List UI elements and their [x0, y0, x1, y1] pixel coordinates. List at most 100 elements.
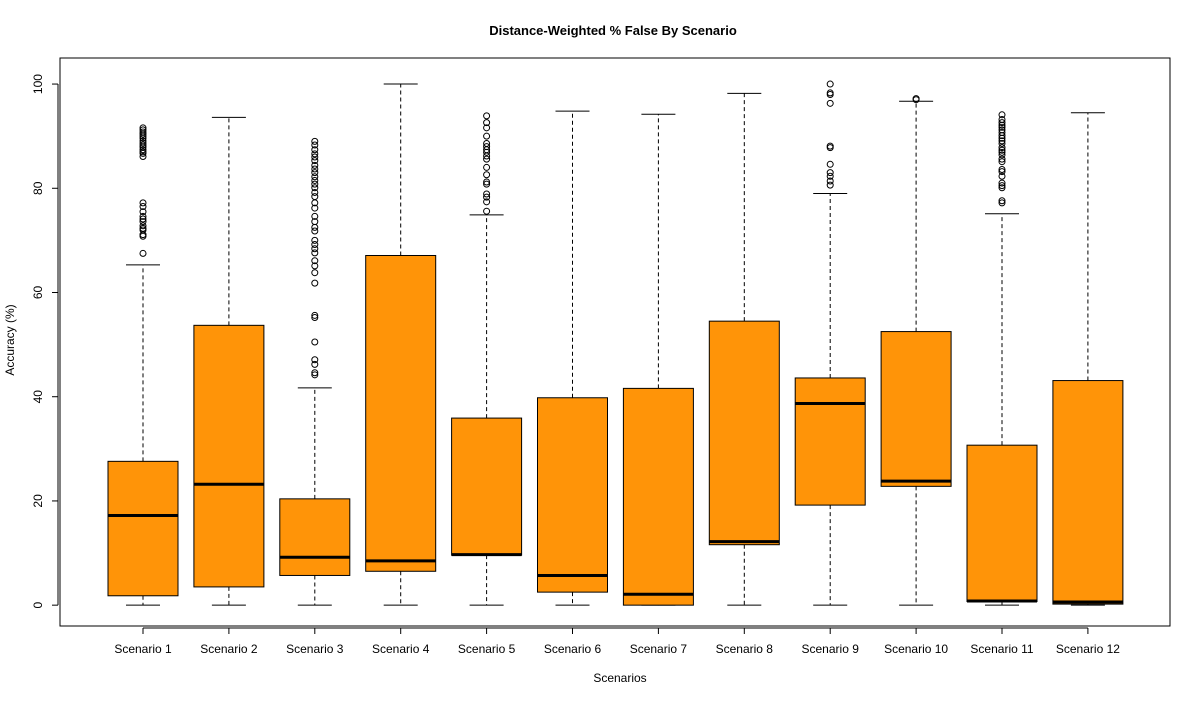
- x-tick-label: Scenario 2: [200, 642, 258, 656]
- box: [622, 387, 694, 606]
- plot-frame: [59, 57, 1171, 627]
- outlier-point: [311, 188, 319, 196]
- outlier-point: [311, 193, 319, 201]
- outlier-point: [826, 99, 834, 107]
- outlier-point: [139, 124, 147, 132]
- outlier-point: [998, 126, 1006, 134]
- outlier-point: [311, 257, 319, 265]
- outlier-point: [139, 212, 147, 220]
- x-tick-label: Scenario 4: [372, 642, 430, 656]
- outlier-point: [311, 137, 319, 145]
- outlier-point: [311, 176, 319, 184]
- box: [708, 320, 780, 546]
- outlier-point: [483, 163, 491, 171]
- outlier-point: [311, 218, 319, 226]
- x-tick-label: Scenario 1: [114, 642, 172, 656]
- box-group: [708, 92, 780, 606]
- outlier-point: [912, 95, 920, 103]
- outlier-point: [998, 148, 1006, 156]
- outlier-point: [826, 181, 834, 189]
- outlier-point: [311, 146, 319, 154]
- outlier-point: [311, 262, 319, 270]
- chart-title: Distance-Weighted % False By Scenario: [489, 23, 737, 38]
- box: [107, 460, 179, 597]
- outlier-point: [998, 137, 1006, 145]
- box-group: [794, 80, 866, 606]
- outlier-point: [826, 172, 834, 180]
- outlier-point: [998, 139, 1006, 147]
- y-tick-label: 0: [31, 601, 45, 608]
- outlier-point: [998, 172, 1006, 180]
- outlier-point: [998, 129, 1006, 137]
- outlier-point: [139, 126, 147, 134]
- outlier-point: [311, 314, 319, 322]
- y-tick-label: 100: [31, 74, 45, 94]
- outlier-point: [311, 338, 319, 346]
- outlier-point: [311, 360, 319, 368]
- outlier-point: [998, 115, 1006, 123]
- outlier-point: [483, 207, 491, 215]
- outlier-point: [139, 146, 147, 154]
- outlier-point: [139, 224, 147, 232]
- outlier-point: [311, 236, 319, 244]
- outlier-point: [826, 80, 834, 88]
- outlier-point: [311, 269, 319, 277]
- box-group: [880, 95, 952, 606]
- x-axis-label: Scenarios: [593, 671, 646, 685]
- outlier-point: [311, 223, 319, 231]
- outlier-point: [311, 141, 319, 149]
- outlier-point: [483, 139, 491, 147]
- outlier-point: [311, 180, 319, 188]
- x-tick-label: Scenario 3: [286, 642, 344, 656]
- outlier-point: [311, 165, 319, 173]
- outlier-point: [311, 150, 319, 158]
- box-group: [451, 112, 523, 606]
- outlier-point: [998, 182, 1006, 190]
- outlier-point: [311, 311, 319, 319]
- x-tick-label: Scenario 6: [544, 642, 602, 656]
- y-tick-label: 20: [31, 494, 45, 508]
- outlier-point: [483, 193, 491, 201]
- x-tick-label: Scenario 7: [630, 642, 688, 656]
- x-tick-label: Scenario 11: [970, 642, 1033, 656]
- outlier-point: [139, 249, 147, 257]
- outlier-point: [311, 173, 319, 181]
- box-group: [193, 116, 265, 606]
- box: [451, 417, 523, 556]
- box: [279, 498, 351, 576]
- outlier-point: [311, 204, 319, 212]
- outlier-point: [483, 155, 491, 163]
- y-axis: 0 20 40 60 80 100: [31, 74, 59, 608]
- y-tick-label: 60: [31, 286, 45, 300]
- box-group: [622, 113, 694, 606]
- outlier-point: [311, 371, 319, 379]
- outlier-point: [139, 128, 147, 136]
- outlier-point: [826, 169, 834, 177]
- x-tick-label: Scenario 5: [458, 642, 516, 656]
- outlier-point: [998, 151, 1006, 159]
- outlier-point: [998, 144, 1006, 152]
- box-group: [1052, 112, 1124, 606]
- outlier-point: [311, 356, 319, 364]
- outlier-point: [483, 124, 491, 132]
- outlier-point: [139, 141, 147, 149]
- outlier-point: [998, 123, 1006, 131]
- box: [794, 377, 866, 506]
- outlier-point: [311, 245, 319, 253]
- y-axis-label: Accuracy (%): [3, 304, 17, 375]
- outlier-point: [483, 143, 491, 151]
- outlier-point: [139, 222, 147, 230]
- outlier-point: [139, 218, 147, 226]
- outlier-point: [311, 184, 319, 192]
- box: [1052, 380, 1124, 605]
- x-tick-label: Scenario 12: [1056, 642, 1120, 656]
- outlier-point: [483, 132, 491, 140]
- box: [365, 254, 437, 572]
- outlier-point: [998, 158, 1006, 166]
- outlier-point: [139, 215, 147, 223]
- outlier-point: [998, 111, 1006, 119]
- boxplot-series: [107, 80, 1124, 606]
- outlier-point: [139, 148, 147, 156]
